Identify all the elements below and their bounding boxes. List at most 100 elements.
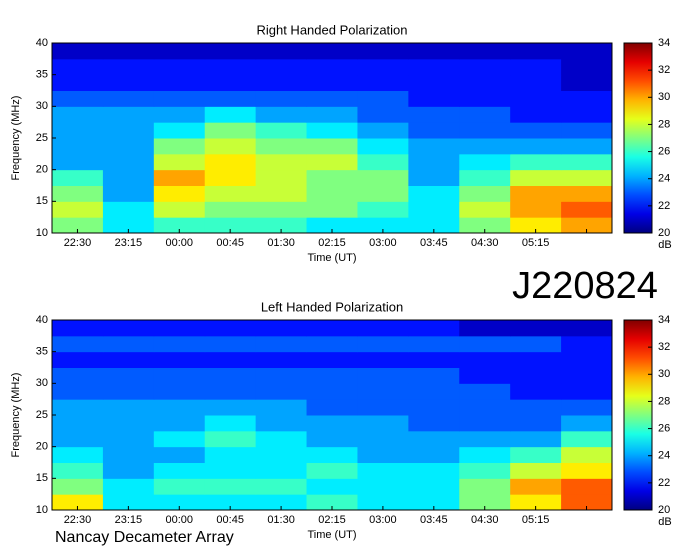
x-tick-label: 03:00 bbox=[369, 237, 397, 249]
chart-title: Left Handed Polarization bbox=[261, 299, 403, 314]
heat-cell bbox=[357, 399, 409, 416]
heat-cell bbox=[561, 153, 613, 171]
heat-cell bbox=[153, 106, 206, 123]
heat-cell bbox=[408, 138, 460, 155]
page-title: J220824 bbox=[512, 265, 658, 307]
heat-cell bbox=[459, 201, 511, 218]
colorbar-tick-label: 24 bbox=[658, 173, 670, 185]
heat-cell bbox=[52, 351, 104, 368]
heat-cell bbox=[204, 106, 257, 123]
heat-cell bbox=[306, 185, 358, 202]
x-tick-label: 04:30 bbox=[471, 514, 499, 526]
heat-cell bbox=[204, 399, 257, 416]
y-tick-label: 15 bbox=[36, 472, 48, 484]
heat-cell bbox=[357, 217, 409, 234]
heat-cell bbox=[306, 122, 358, 139]
heat-cell bbox=[357, 138, 409, 155]
heat-cell bbox=[459, 90, 511, 107]
heat-cell bbox=[204, 415, 257, 432]
heat-cell bbox=[153, 185, 206, 202]
heat-cell bbox=[102, 415, 155, 432]
heat-cell bbox=[52, 106, 104, 123]
heat-cell bbox=[204, 185, 257, 202]
colorbar-label: dB bbox=[658, 516, 671, 528]
heat-cell bbox=[357, 351, 409, 368]
heat-cell bbox=[102, 138, 155, 155]
heat-cell bbox=[102, 494, 155, 511]
heat-cell bbox=[306, 399, 358, 416]
heat-cell bbox=[255, 201, 308, 218]
y-tick-label: 40 bbox=[36, 314, 48, 326]
y-tick-label: 30 bbox=[36, 377, 48, 389]
heat-cell bbox=[408, 383, 460, 400]
heat-cell bbox=[52, 169, 104, 186]
heat-cell bbox=[255, 351, 308, 368]
heat-cell bbox=[255, 383, 308, 400]
heat-cell bbox=[204, 138, 257, 155]
heat-cell bbox=[408, 122, 460, 139]
heat-cell bbox=[102, 217, 155, 234]
heat-cell bbox=[255, 74, 308, 91]
heat-cell bbox=[204, 169, 257, 186]
heat-cell bbox=[306, 43, 358, 60]
y-tick-label: 20 bbox=[36, 441, 48, 453]
heat-cell bbox=[459, 122, 511, 139]
heat-cell bbox=[52, 430, 104, 448]
heat-cell bbox=[510, 43, 562, 60]
heat-cell bbox=[561, 106, 613, 123]
colorbar bbox=[623, 42, 653, 234]
heat-cell bbox=[52, 43, 104, 60]
heat-cell bbox=[255, 106, 308, 123]
heat-cell bbox=[510, 122, 562, 139]
heat-cell bbox=[204, 462, 257, 479]
x-tick-label: 03:45 bbox=[420, 237, 448, 249]
x-tick-label: 23:15 bbox=[115, 237, 143, 249]
heat-cell bbox=[102, 478, 155, 495]
heat-cell bbox=[306, 320, 358, 337]
heat-cell bbox=[357, 106, 409, 123]
heat-cell bbox=[52, 399, 104, 416]
heat-cell bbox=[408, 320, 460, 337]
heat-cell bbox=[52, 90, 104, 107]
heat-cell bbox=[255, 320, 308, 337]
heat-cell bbox=[510, 399, 562, 416]
x-tick-label: 05:15 bbox=[522, 514, 550, 526]
heat-cell bbox=[153, 430, 206, 448]
heat-cell bbox=[408, 90, 460, 107]
heat-cell bbox=[357, 74, 409, 91]
y-tick-label: 35 bbox=[36, 346, 48, 358]
heat-cell bbox=[459, 138, 511, 155]
heat-cell bbox=[561, 138, 613, 155]
heat-cell bbox=[153, 74, 206, 91]
heat-cell bbox=[52, 58, 104, 76]
heat-cell bbox=[153, 383, 206, 400]
colorbar-tick-label: 32 bbox=[658, 341, 670, 353]
heat-cell bbox=[306, 153, 358, 171]
heat-cell bbox=[255, 169, 308, 186]
heat-cell bbox=[306, 430, 358, 448]
colorbar-tick-label: 22 bbox=[658, 200, 670, 212]
heat-cell bbox=[561, 446, 613, 463]
heat-cell bbox=[357, 367, 409, 384]
heat-cell bbox=[561, 58, 613, 76]
heat-cell bbox=[102, 90, 155, 107]
heat-cell bbox=[255, 185, 308, 202]
heat-cell bbox=[153, 90, 206, 107]
heat-cell bbox=[459, 383, 511, 400]
heat-cell bbox=[153, 122, 206, 139]
y-axis-label: Frequency (MHz) bbox=[10, 373, 22, 458]
heat-cell bbox=[52, 335, 104, 353]
heat-cell bbox=[510, 106, 562, 123]
heat-cell bbox=[408, 494, 460, 511]
heat-cell bbox=[306, 74, 358, 91]
heat-cell bbox=[306, 383, 358, 400]
heat-cell bbox=[408, 43, 460, 60]
heat-cell bbox=[306, 217, 358, 234]
heat-cell bbox=[357, 335, 409, 353]
colorbar-label: dB bbox=[658, 239, 671, 251]
y-tick-label: 35 bbox=[36, 69, 48, 81]
heat-cell bbox=[153, 415, 206, 432]
heat-cell bbox=[510, 367, 562, 384]
colorbar-tick-label: 28 bbox=[658, 395, 670, 407]
heat-cell bbox=[153, 478, 206, 495]
